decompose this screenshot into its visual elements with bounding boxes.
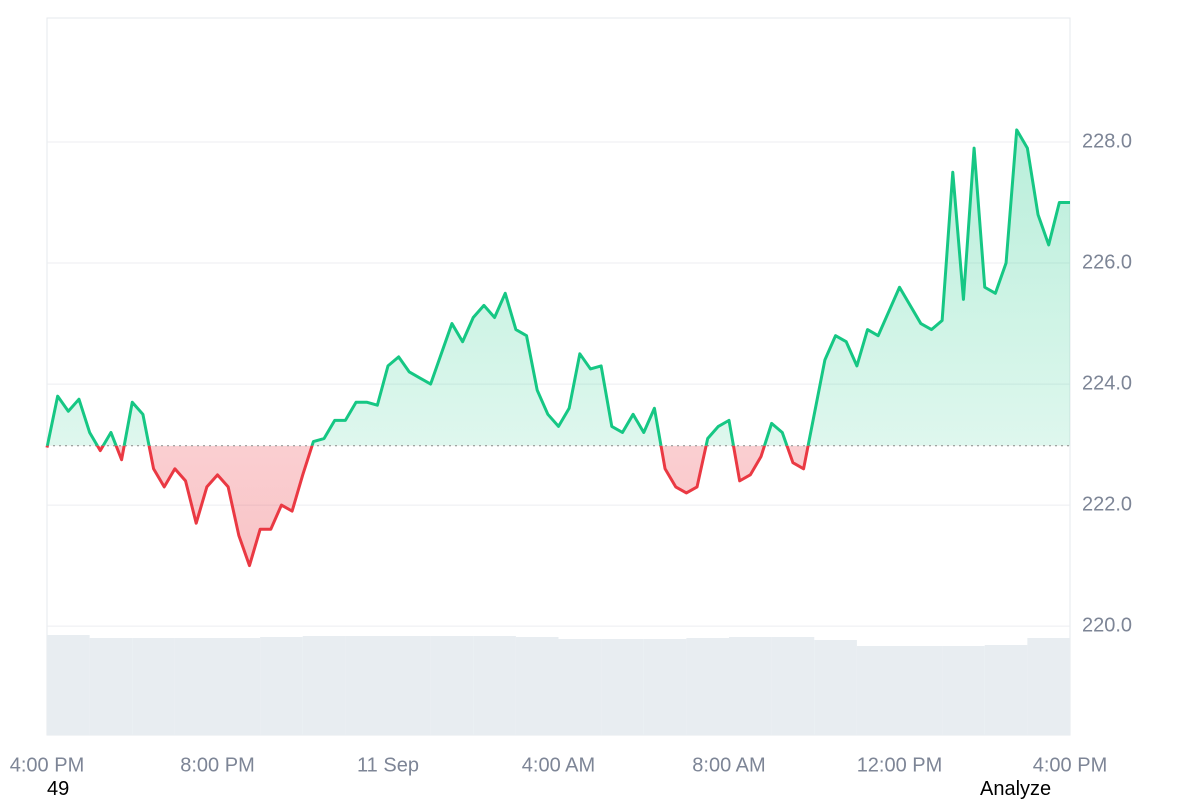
y-tick-label: 222.0 xyxy=(1082,493,1132,515)
y-tick-label: 224.0 xyxy=(1082,372,1132,394)
volume-bar xyxy=(260,637,303,735)
volume-bar xyxy=(686,638,729,735)
footer-right[interactable]: Analyze xyxy=(980,778,1052,800)
x-tick-label: 4:00 PM xyxy=(10,754,84,776)
x-tick-label: 12:00 PM xyxy=(857,754,943,776)
volume-bar xyxy=(302,636,346,735)
volume-bar xyxy=(1027,638,1070,735)
volume-bar xyxy=(132,638,175,735)
volume-bar xyxy=(558,639,602,735)
x-tick-label: 8:00 PM xyxy=(180,754,254,776)
volume-bar xyxy=(601,639,644,735)
volume-bar xyxy=(174,638,218,735)
volume-bar xyxy=(856,646,900,735)
footer-left: 49 xyxy=(47,778,70,800)
x-tick-label: 8:00 AM xyxy=(692,754,765,776)
price-line xyxy=(45,128,1070,446)
volume-bar xyxy=(473,636,516,735)
volume-bar xyxy=(729,637,772,735)
area-up xyxy=(47,129,1070,446)
y-tick-label: 228.0 xyxy=(1082,130,1132,152)
y-tick-label: 226.0 xyxy=(1082,251,1132,273)
volume-bar xyxy=(89,638,133,735)
y-tick-label: 220.0 xyxy=(1082,614,1132,636)
volume-bar xyxy=(899,646,943,735)
x-tick-label: 11 Sep xyxy=(357,754,419,776)
area-down xyxy=(47,445,1070,566)
volume-bar xyxy=(984,645,1028,735)
volume-bar xyxy=(814,640,857,735)
x-tick-label: 4:00 PM xyxy=(1033,754,1107,776)
volume-bar xyxy=(515,637,559,735)
volume-bar xyxy=(430,636,474,735)
volume-bar xyxy=(217,638,261,735)
price-line-down xyxy=(45,445,810,568)
volume-bar xyxy=(47,635,90,735)
volume-bar xyxy=(388,636,431,735)
volume-bar xyxy=(345,636,388,735)
volume-bar xyxy=(771,637,815,735)
x-tick-label: 4:00 AM xyxy=(522,754,595,776)
volume-bar xyxy=(942,646,985,735)
volume-bar xyxy=(643,639,687,735)
